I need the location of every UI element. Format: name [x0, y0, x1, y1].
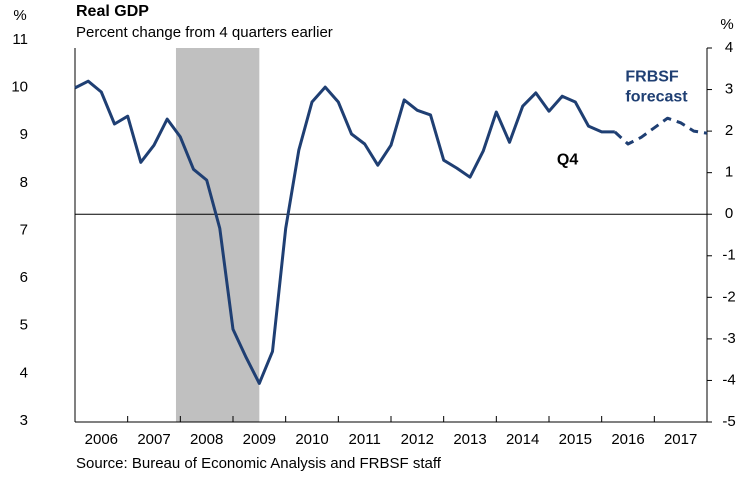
chart-subtitle: Percent change from 4 quarters earlier [76, 24, 333, 41]
x-tick-label: 2008 [190, 431, 223, 448]
y-tick-label: -4 [722, 371, 735, 388]
x-tick-label: 2011 [349, 431, 381, 448]
y2-tick-label: 4 [20, 364, 28, 381]
y2-tick-label: 9 [20, 126, 28, 143]
x-tick-label: 2006 [85, 431, 118, 448]
x-tick-label: 2012 [401, 431, 434, 448]
gdp-line [74, 79, 615, 385]
annotation: forecast [625, 88, 688, 105]
y2-tick-label: 7 [20, 221, 28, 238]
y-tick-label: 0 [725, 205, 733, 222]
y2-tick-label: 11 [12, 31, 28, 48]
y-tick-label: 3 [725, 81, 733, 98]
source: Source: Bureau of Economic Analysis and … [76, 455, 442, 472]
y-tick-label: -5 [722, 413, 735, 430]
y2-tick-label: 10 [11, 79, 28, 96]
y-tick-label: 4 [725, 39, 733, 56]
forecast-line [613, 116, 708, 146]
y-tick-label: -3 [722, 330, 735, 347]
x-tick-label: 2016 [611, 431, 644, 448]
y-tick-label: 2 [725, 122, 733, 139]
left-unit: % [13, 7, 26, 24]
y2-tick-label: 8 [20, 174, 28, 191]
x-tick-label: 2013 [453, 431, 486, 448]
y-tick-label: 1 [725, 164, 733, 181]
x-tick-label: 2014 [506, 431, 539, 448]
x-tick-label: 2015 [559, 431, 592, 448]
y-tick-label: -1 [722, 247, 735, 264]
y2-tick-label: 3 [20, 412, 28, 429]
y2-tick-label: 5 [20, 317, 28, 334]
annotation: FRBSF [625, 68, 679, 85]
x-tick-label: 2009 [243, 431, 276, 448]
x-tick-label: 2017 [664, 431, 697, 448]
right-unit: % [720, 16, 733, 33]
recession-shade [175, 48, 260, 422]
chart-title: Real GDP [76, 3, 149, 20]
y-tick-label: -2 [722, 288, 735, 305]
x-tick-label: 2010 [295, 431, 328, 448]
annotation: Q4 [557, 151, 578, 168]
x-tick-label: 2007 [137, 431, 170, 448]
y2-tick-label: 6 [20, 269, 28, 286]
